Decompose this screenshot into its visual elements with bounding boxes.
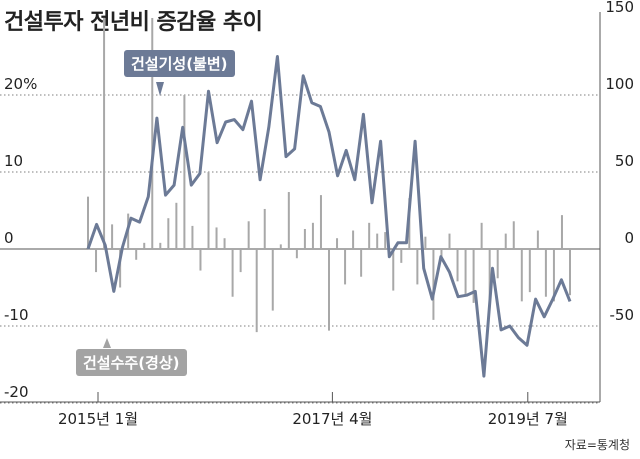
x-tick-label: 2015년 1월	[58, 410, 138, 428]
line-series	[86, 55, 572, 378]
y-left-tick-label: 0	[4, 229, 14, 247]
y-left-tick-label: -10	[4, 306, 29, 324]
bar-series	[87, 18, 571, 348]
legend-line-label: 건설기성(불변)	[124, 50, 235, 77]
y-right-tick-label: -50	[610, 306, 635, 324]
y-right-tick-label: 0	[624, 229, 634, 247]
x-tick-label: 2017년 4월	[292, 410, 372, 428]
y-right-tick-label: 50	[615, 152, 634, 170]
y-right-tick-label: 100	[605, 75, 634, 93]
source-note: 자료=통계청	[564, 438, 630, 452]
legend-line-pointer	[156, 82, 164, 96]
legend-bar-pointer	[103, 338, 111, 348]
legend-bar-label: 건설수주(경상)	[76, 349, 187, 376]
series-line	[86, 55, 572, 378]
y-right-tick-label: 150	[605, 0, 634, 16]
gridlines	[0, 94, 600, 404]
y-left-tick-label: 10	[4, 152, 23, 170]
y-left-tick-label: 20%	[4, 75, 37, 93]
y-left-tick-label: -20	[4, 383, 29, 401]
chart-title: 건설투자 전년비 증감율 추이	[4, 10, 263, 35]
x-tick-label: 2019년 7월	[488, 410, 568, 428]
